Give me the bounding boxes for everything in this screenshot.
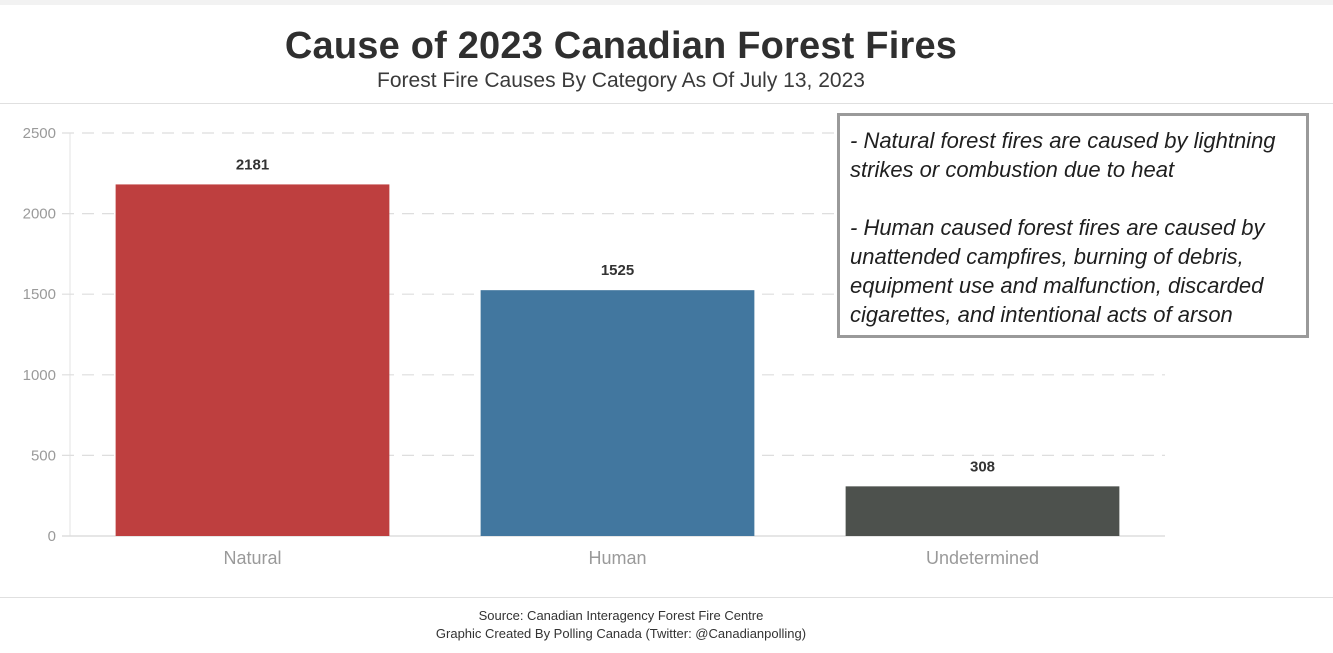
- footer-divider: [0, 597, 1333, 598]
- top-strip: [0, 0, 1333, 5]
- header-divider: [0, 103, 1333, 104]
- y-tick-label: 1000: [23, 367, 56, 384]
- y-tick-label: 1500: [23, 286, 56, 303]
- bar: [845, 486, 1120, 536]
- annotation-box: - Natural forest fires are caused by lig…: [837, 113, 1309, 338]
- credit-text: Graphic Created By Polling Canada (Twitt…: [435, 626, 807, 641]
- data-label: 1525: [601, 262, 634, 279]
- bar: [115, 184, 390, 537]
- chart-footer: Source: Canadian Interagency Forest Fire…: [0, 607, 1242, 643]
- x-tick-label: Undetermined: [926, 548, 1039, 568]
- chart-header: Cause of 2023 Canadian Forest Fires Fore…: [0, 5, 1333, 103]
- x-tick-label: Natural: [223, 548, 281, 568]
- y-tick-label: 2000: [23, 206, 56, 223]
- y-tick-label: 2500: [23, 125, 56, 142]
- y-tick-label: 500: [31, 447, 56, 464]
- data-label: 308: [970, 458, 995, 475]
- note-natural: - Natural forest fires are caused by lig…: [850, 128, 1276, 182]
- chart-subtitle: Forest Fire Causes By Category As Of Jul…: [377, 69, 865, 92]
- note-human: - Human caused forest fires are caused b…: [850, 215, 1265, 327]
- y-tick-label: 0: [48, 528, 56, 545]
- source-text: Source: Canadian Interagency Forest Fire…: [478, 608, 764, 623]
- chart-title: Cause of 2023 Canadian Forest Fires: [284, 25, 958, 67]
- data-label: 2181: [236, 156, 269, 173]
- bar: [480, 290, 755, 536]
- x-tick-label: Human: [588, 548, 646, 568]
- bar-chart: 0 500 1000 1500 2000 2500 2181 Natural 1525 Human…: [23, 125, 1165, 568]
